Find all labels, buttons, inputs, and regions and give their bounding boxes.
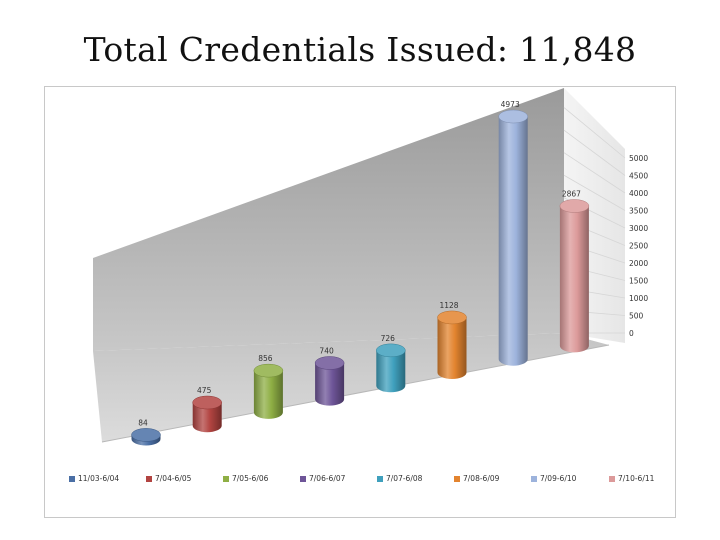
legend-swatch [609,475,615,482]
legend-swatch [146,475,152,482]
y-tick-label: 3000 [629,224,648,233]
bar-top [437,310,467,325]
bar-11/03-6/04: 84 [131,418,161,446]
data-label: 4973 [501,100,520,109]
legend-item: 7/04-6/05 [146,474,191,483]
legend-label: 7/07-6/08 [386,474,423,483]
bar-body [559,205,589,353]
chart-area: 0 500 1000 1500 2000 2500 3000 3500 4000 4500 5000… [44,86,676,518]
data-label: 856 [258,354,273,363]
chart-floor [93,333,609,442]
y-tick-label: 2000 [629,259,648,268]
legend-label: 7/10-6/11 [618,474,655,483]
bar-body [315,362,345,406]
bar-top [498,109,528,124]
y-tick-label: 3500 [629,207,648,216]
legend-item: 11/03-6/04 [69,474,119,483]
bar-body [192,402,222,433]
y-tick-label: 1500 [629,277,648,286]
bar-body [253,370,283,419]
bar-7/08-6/09: 1128 [437,301,467,380]
chart-back-wall [93,88,564,351]
bar-7/04-6/05: 475 [192,386,222,433]
gridline [563,152,626,194]
legend-item: 7/06-6/07 [300,474,345,483]
data-label: 740 [319,346,334,355]
legend-swatch [454,475,460,482]
bar-7/09-6/10: 4973 [498,100,528,366]
data-label: 1128 [439,301,458,310]
y-tick-label: 500 [629,312,644,321]
gridline [563,174,626,211]
bar-7/06-6/07: 740 [314,346,345,406]
bar-7/07-6/08: 726 [376,334,406,393]
slide-title: Total Credentials Issued: 11,848 [83,30,637,69]
legend-label: 7/08-6/09 [463,474,500,483]
bar-body [437,317,467,380]
legend-swatch [300,475,306,482]
chart-3d-cylinders: 0 500 1000 1500 2000 2500 3000 3500 4000 4500 5000… [93,88,648,446]
legend-swatch [531,475,537,482]
legend-item: 7/09-6/10 [531,474,576,483]
legend-item: 7/05-6/06 [223,474,268,483]
y-tick-label: 2500 [629,242,648,251]
legend-item: 7/10-6/11 [609,474,654,483]
bar-top [314,356,345,370]
bar-top [192,395,222,410]
legend-label: 7/05-6/06 [232,474,269,483]
legend-swatch [69,475,75,482]
legend-swatch [223,475,229,482]
bar-7/05-6/06: 856 [253,354,284,419]
bar-top [559,199,590,213]
y-tick-label: 0 [629,329,634,338]
bar-7/10-6/11: 2867 [559,189,590,353]
bar-body [376,350,406,393]
legend-label: 11/03-6/04 [78,474,120,483]
gridline [563,129,626,176]
legend-swatch [377,475,383,482]
gridline [563,107,626,159]
legend-label: 7/06-6/07 [309,474,346,483]
legend-item: 7/08-6/09 [454,474,499,483]
legend-label: 7/09-6/10 [540,474,577,483]
y-tick-label: 5000 [629,154,648,163]
bar-top [376,343,406,358]
y-tick-label: 4500 [629,172,648,181]
y-tick-label: 4000 [629,189,648,198]
legend-item: 7/07-6/08 [377,474,422,483]
bar-top [131,428,161,442]
legend-label: 7/04-6/05 [155,474,192,483]
data-label: 475 [197,386,212,395]
data-label: 726 [381,334,396,343]
y-tick-label: 1000 [629,294,648,303]
chart-legend: 11/03-6/04 7/04-6/05 7/05-6/06 7/06-6/07 7/0… [69,474,669,488]
data-label: 84 [138,418,148,427]
data-label: 2867 [562,189,581,198]
bar-body [498,116,528,366]
bar-top [253,363,284,378]
